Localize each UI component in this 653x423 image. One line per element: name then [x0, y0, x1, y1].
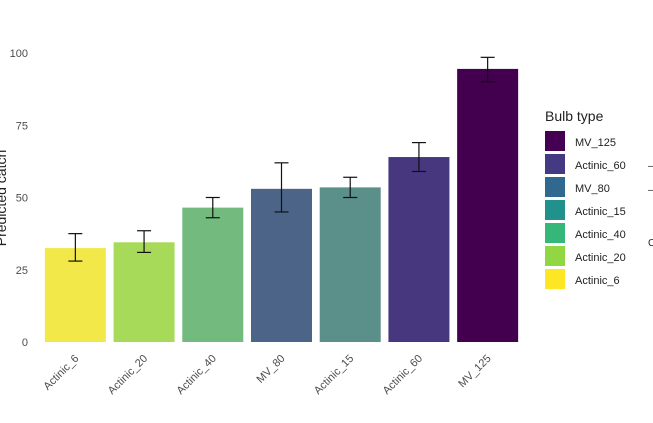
y-tick-label: 25: [16, 265, 28, 277]
plot-layer: Actinic_6 Actinic_20 Actinic_40 MV_80 Actini…: [0, 48, 519, 397]
x-tick-label: MV_125: [456, 353, 493, 390]
legend-label: Actinic_60: [575, 160, 626, 172]
x-tick-label: MV_80: [254, 353, 287, 386]
bar-actinic-15: [319, 187, 381, 342]
right-fragment-line-3: C: [648, 238, 653, 249]
x-tick-label: Actinic_40: [175, 353, 219, 397]
bar-mv-80: [251, 188, 312, 342]
legend-label: MV_125: [575, 137, 616, 149]
legend-key: [545, 223, 565, 243]
x-tick-label: Actinic_6: [41, 353, 81, 393]
y-tick-label: 75: [16, 120, 28, 132]
legend-title: Bulb type: [545, 108, 604, 124]
x-tick-label: Actinic_15: [312, 353, 356, 397]
bar-actinic-60: [388, 157, 450, 342]
legend: Bulb type MV_125 Actinic_60 MV_80 Actinic_15…: [545, 108, 626, 289]
y-tick-label: 0: [22, 337, 28, 349]
y-tick-label: 100: [10, 48, 28, 60]
legend-key: [545, 131, 565, 151]
legend-key: [545, 154, 565, 174]
right-fragment-line-1: –: [648, 161, 653, 172]
legend-key: [545, 246, 565, 266]
bar-mv-125: [457, 68, 519, 343]
y-axis-title: Predicted catch: [0, 150, 9, 247]
legend-key: [545, 200, 565, 220]
y-tick-label: 50: [16, 193, 28, 205]
bar-actinic-20: [113, 242, 175, 342]
legend-label: Actinic_20: [575, 252, 626, 264]
legend-key: [545, 177, 565, 197]
bar-actinic-40: [182, 207, 244, 342]
legend-label: Actinic_6: [575, 275, 620, 287]
legend-label: MV_80: [575, 183, 610, 195]
right-fragment-line-2: –: [648, 185, 653, 196]
x-tick-label: Actinic_60: [381, 353, 425, 397]
legend-label: Actinic_40: [575, 229, 626, 241]
legend-label: Actinic_15: [575, 206, 626, 218]
right-fragment: – – C: [648, 161, 653, 249]
bar-actinic-6: [44, 248, 106, 342]
x-tick-label: Actinic_20: [106, 353, 150, 397]
legend-key: [545, 269, 565, 289]
